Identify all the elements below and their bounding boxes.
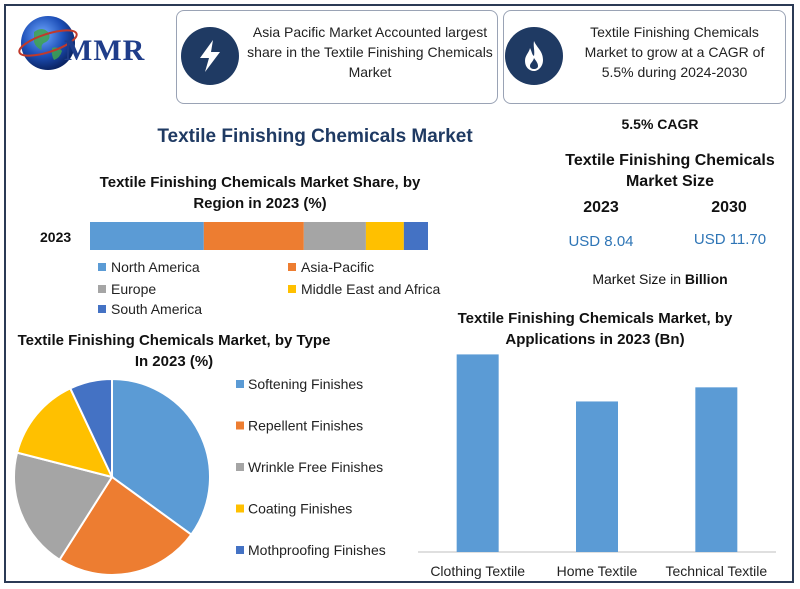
applications-chart-title: Textile Finishing Chemicals Market, by A… (457, 310, 733, 348)
app-bar-clothing-textile (456, 354, 499, 552)
flame-icon-badge (505, 27, 563, 85)
logo-text: MMR (64, 34, 146, 67)
region-bar-segment-europe (303, 222, 366, 250)
applications-bar-chart: Clothing Textile Home Textile Technical Te… (418, 354, 776, 579)
market-size-unit-bold: Billion (684, 271, 728, 287)
infographic-frame (4, 4, 794, 583)
type-chart-title: Textile Finishing Chemicals Market, by T… (17, 332, 331, 370)
main-title: Textile Finishing Chemicals Market (157, 126, 473, 147)
lightning-icon-badge (181, 27, 239, 85)
type-share-pie-chart: Softening Finishes Repellent Finishes Wrin… (13, 376, 386, 576)
header-box-cagr (503, 10, 786, 104)
pie-legend-label-mothproofing-finishes: Mothproofing Finishes (248, 542, 386, 558)
year-2023: 2023 (583, 199, 619, 216)
pie-legend-label-repellent-finishes: Repellent Finishes (248, 418, 363, 434)
pie-slice-wrinkle-free-finishes (13, 451, 114, 562)
pie-legend-swatch-wrinkle-free-finishes (236, 463, 244, 471)
pie-legend-label-softening-finishes: Softening Finishes (248, 376, 363, 392)
region-share-chart: 2023 North America Asia-Pacific Europe Middl… (40, 222, 441, 317)
pie-slice-repellent-finishes (58, 475, 193, 576)
region-bar-segment-south-america (403, 222, 428, 250)
lightning-icon (200, 40, 220, 72)
app-bar-label-clothing-textile: Clothing Textile (430, 563, 525, 579)
value-2030: USD 11.70 (693, 231, 767, 248)
market-size-unit-prefix: Market Size in (592, 271, 685, 287)
app-bar-label-home-textile: Home Textile (557, 563, 638, 579)
region-legend-swatch-europe (98, 285, 106, 293)
globe-icon (18, 16, 78, 70)
pie-legend-swatch-coating-finishes (236, 504, 244, 513)
flame-icon (525, 41, 543, 71)
region-chart-title: Textile Finishing Chemicals Market Share… (99, 174, 421, 212)
region-legend-swatch-middle-east-and-africa (288, 285, 296, 293)
market-size-title: Textile Finishing Chemicals Market Size (565, 152, 775, 190)
region-bar-segment-middle-east-and-africa (365, 222, 404, 250)
value-2023: USD 8.04 (568, 233, 634, 250)
region-bar-segment-north-america (90, 222, 204, 250)
region-legend-label-middle-east-and-africa: Middle East and Africa (301, 281, 441, 297)
region-legend-swatch-north-america (98, 263, 106, 271)
region-legend-label-south-america: South America (111, 301, 202, 317)
pie-legend-swatch-repellent-finishes (236, 421, 244, 430)
cagr-label: 5.5% CAGR (621, 116, 699, 132)
pie-legend-label-wrinkle-free-finishes: Wrinkle Free Finishes (248, 459, 383, 475)
pie-legend-label-coating-finishes: Coating Finishes (248, 501, 352, 517)
header-cagr-text: Textile Finishing Chemicals Market to gr… (584, 24, 765, 80)
region-legend-label-europe: Europe (111, 281, 156, 297)
pie-slice-mothproofing-finishes (68, 377, 113, 478)
header-box-apac (176, 10, 498, 104)
pie-legend-swatch-softening-finishes (236, 380, 244, 388)
region-legend-label-asia-pacific: Asia-Pacific (301, 259, 374, 275)
header-apac-text: Asia Pacific Market Accounted largest sh… (247, 24, 493, 80)
app-bar-label-technical-textile: Technical Textile (665, 563, 767, 579)
market-size-unit: Market Size in Billion (560, 271, 760, 287)
app-bar-technical-textile (695, 387, 738, 552)
year-2030: 2030 (711, 199, 747, 216)
app-bar-home-textile (576, 401, 618, 552)
pie-slice-coating-finishes (15, 386, 114, 479)
region-legend-swatch-asia-pacific (288, 263, 296, 271)
logo: MMR (14, 12, 164, 74)
region-bar-category-label: 2023 (40, 229, 71, 245)
region-legend-swatch-south-america (98, 305, 106, 313)
region-bar-segment-asia-pacific (203, 222, 304, 250)
region-legend-label-north-america: North America (111, 259, 200, 275)
pie-slice-softening-finishes (111, 377, 211, 537)
pie-legend-swatch-mothproofing-finishes (236, 546, 244, 554)
